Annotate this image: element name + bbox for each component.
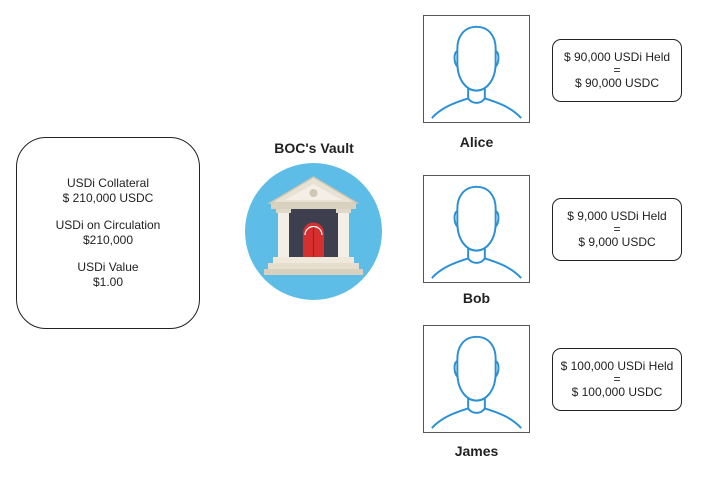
user-icon	[431, 335, 522, 429]
bank-icon	[245, 163, 382, 300]
vault-title: BOC's Vault	[274, 140, 354, 156]
usdi-value-value: $1.00	[92, 275, 123, 289]
circulation-group: USDi on Circulation $210,000	[56, 218, 161, 248]
held-box-alice: $ 90,000 USDi Held = $ 90,000 USDC	[552, 39, 682, 102]
collateral-group: USDi Collateral $ 210,000 USDC	[63, 176, 154, 206]
equals-sign: =	[613, 222, 621, 236]
person-frame-james	[423, 325, 530, 433]
usdc-amount: $ 100,000 USDC	[571, 385, 663, 399]
circulation-value: $210,000	[82, 233, 134, 247]
held-amount: $ 9,000 USDi Held	[567, 209, 667, 223]
user-icon	[431, 185, 522, 279]
person-name-bob: Bob	[462, 290, 491, 306]
circulation-label: USDi on Circulation	[55, 218, 161, 232]
usdi-value-label: USDi Value	[77, 260, 139, 274]
held-box-bob: $ 9,000 USDi Held = $ 9,000 USDC	[552, 198, 682, 261]
held-amount: $ 100,000 USDi Held	[560, 359, 674, 373]
person-name-james: James	[454, 443, 499, 459]
person-frame-alice	[423, 15, 530, 123]
person-frame-bob	[423, 175, 530, 283]
held-amount: $ 90,000 USDi Held	[563, 50, 671, 64]
equals-sign: =	[613, 63, 621, 77]
usdc-amount: $ 9,000 USDC	[578, 235, 656, 249]
collateral-value: $ 210,000 USDC	[62, 191, 154, 205]
usdc-amount: $ 90,000 USDC	[574, 76, 660, 90]
usdi-value-group: USDi Value $1.00	[77, 260, 138, 290]
person-name-alice: Alice	[459, 134, 494, 150]
held-box-james: $ 100,000 USDi Held = $ 100,000 USDC	[552, 348, 682, 411]
user-icon	[431, 25, 522, 119]
usdi-stats-box: USDi Collateral $ 210,000 USDC USDi on C…	[16, 137, 200, 329]
collateral-label: USDi Collateral	[66, 176, 149, 190]
equals-sign: =	[613, 372, 621, 386]
